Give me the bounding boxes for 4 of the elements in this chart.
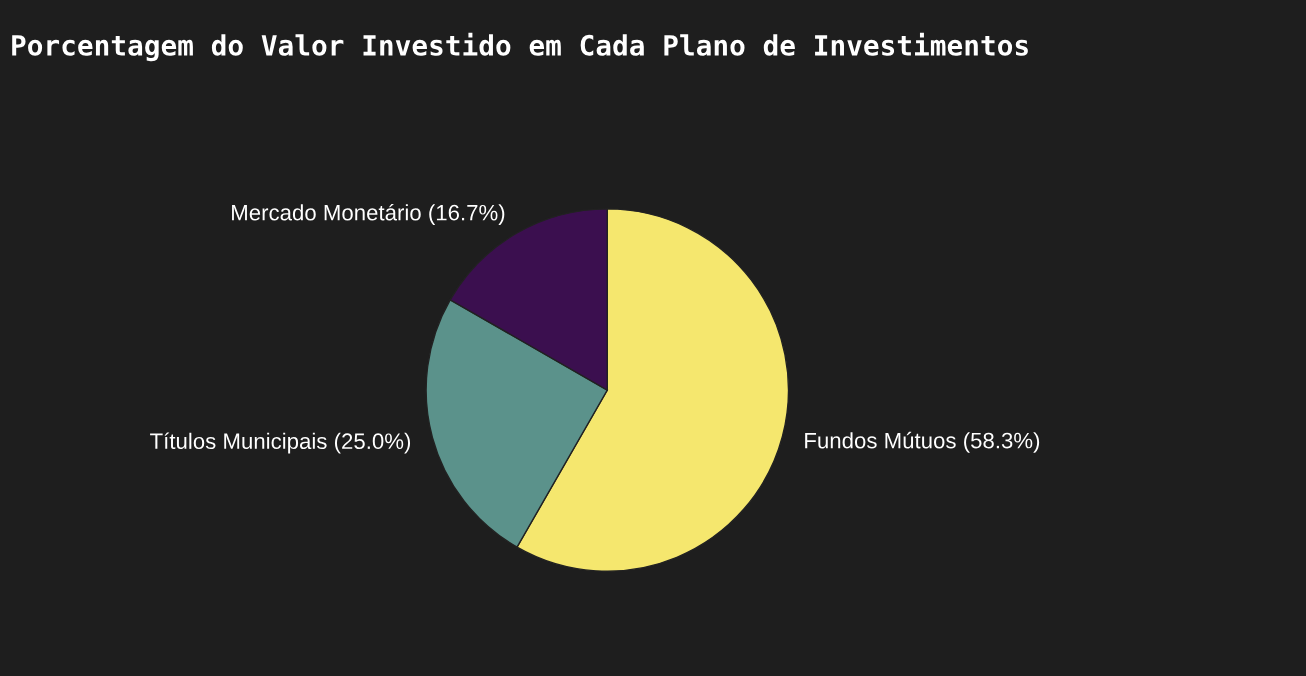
- chart-title: Porcentagem do Valor Investido em Cada Plano de Investimentos: [12, 32, 1028, 62]
- slice-label: Fundos Mútuos (58.3%): [805, 431, 1040, 453]
- slice-label: Títulos Municipais (25.0%): [150, 432, 411, 454]
- slice-label: Mercado Monetário (16.7%): [232, 203, 505, 225]
